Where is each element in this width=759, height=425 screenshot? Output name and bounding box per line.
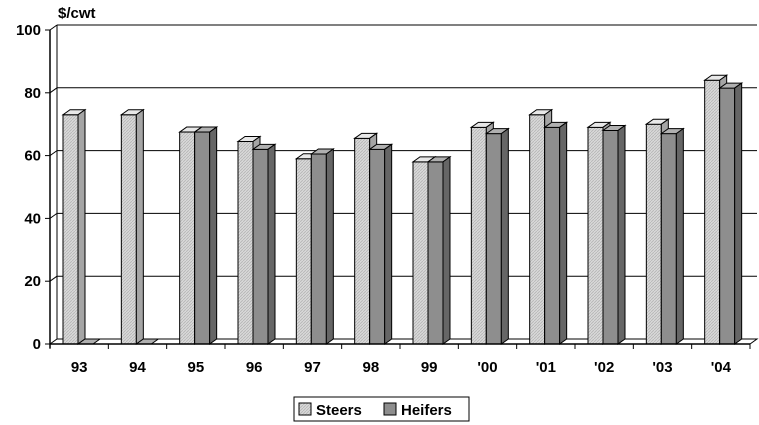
- bar-side: [267, 143, 276, 345]
- bar-front: [252, 148, 269, 345]
- bar-front: [237, 140, 254, 345]
- bar-side: [209, 126, 218, 345]
- legend: Steers Heifers: [293, 396, 470, 422]
- bar-side: [77, 108, 86, 345]
- legend-swatch-steers: [298, 402, 312, 416]
- x-tick-label: '03: [652, 359, 672, 376]
- bar-front: [645, 123, 662, 345]
- bar-heifers-04: [718, 82, 744, 345]
- x-tick-label: '04: [711, 359, 732, 376]
- gridline-side: [49, 150, 58, 157]
- legend-label-heifers: Heifers: [401, 402, 452, 419]
- bar-front: [660, 133, 677, 345]
- bar-heifers-00: [484, 127, 510, 345]
- bar-front: [120, 114, 137, 345]
- bar-heifers-01: [543, 121, 569, 345]
- x-tick-label: '00: [477, 359, 497, 376]
- bar-steers-94: [119, 108, 145, 345]
- y-tick-label: 0: [33, 336, 41, 353]
- bar-heifers-99: [426, 155, 452, 345]
- bar-side: [442, 155, 451, 345]
- x-tick-labels: 93 94 95 96 97 98 99 '00 '01 '02 '03 '04: [71, 359, 732, 376]
- bar-front: [587, 126, 604, 345]
- y-tick-labels: 0 20 40 60 80 100: [16, 22, 41, 353]
- bar-side: [617, 124, 626, 345]
- legend-label-steers: Steers: [316, 402, 362, 419]
- x-tick-label: 94: [129, 359, 146, 376]
- bar-front: [485, 133, 502, 345]
- x-tick-label: 95: [187, 359, 204, 376]
- y-tick-label: 40: [24, 210, 41, 227]
- bar-front: [719, 87, 736, 345]
- gridline-side: [49, 212, 58, 219]
- bar-side: [675, 127, 684, 345]
- bar-side: [734, 82, 743, 345]
- bar-side: [135, 108, 144, 345]
- bar-heifers-03: [659, 127, 685, 345]
- bar-heifers-97: [309, 148, 335, 345]
- gridlines: [49, 24, 757, 339]
- y-tick-label: 60: [24, 148, 41, 165]
- x-tick-label: 93: [71, 359, 88, 376]
- axes: [45, 29, 751, 349]
- gridline-side: [49, 275, 58, 282]
- y-tick-label: 20: [24, 273, 41, 290]
- x-tick-label: 99: [421, 359, 438, 376]
- x-tick-label: '01: [536, 359, 556, 376]
- legend-box: [293, 396, 470, 422]
- bar-front: [412, 161, 429, 345]
- y-tick-label: 80: [24, 85, 41, 102]
- gridline-side: [49, 87, 58, 94]
- bar-heifers-96: [251, 143, 277, 345]
- y-tick-label: 100: [16, 22, 41, 39]
- x-tick-label: 98: [362, 359, 379, 376]
- x-tick-label: 96: [246, 359, 263, 376]
- bar-front: [369, 148, 386, 345]
- y-axis-label: $/cwt: [58, 5, 96, 22]
- bar-side: [384, 143, 393, 345]
- bar-front: [544, 126, 561, 345]
- bar-front: [194, 131, 211, 345]
- legend-swatch-heifers: [383, 402, 397, 416]
- bar-heifers-02: [601, 124, 627, 345]
- x-tick-label: 97: [304, 359, 321, 376]
- bar-front: [427, 161, 444, 345]
- bar-heifers-95: [193, 126, 219, 345]
- bars: [61, 74, 744, 345]
- bar-front: [295, 158, 312, 345]
- bar-front: [310, 153, 327, 345]
- gridline-side: [49, 24, 58, 31]
- bar-front: [179, 131, 196, 345]
- bar-front: [62, 114, 79, 345]
- bar-front: [704, 79, 721, 345]
- bar-side: [500, 127, 509, 345]
- x-tick-label: '02: [594, 359, 614, 376]
- bar-heifers-98: [368, 143, 394, 345]
- bar-front: [470, 126, 487, 345]
- bar-front: [354, 137, 371, 345]
- bar-steers-93: [61, 108, 87, 345]
- bar-side: [325, 148, 334, 345]
- bar-side: [559, 121, 568, 345]
- bar-front: [602, 129, 619, 345]
- bar-front: [529, 114, 546, 345]
